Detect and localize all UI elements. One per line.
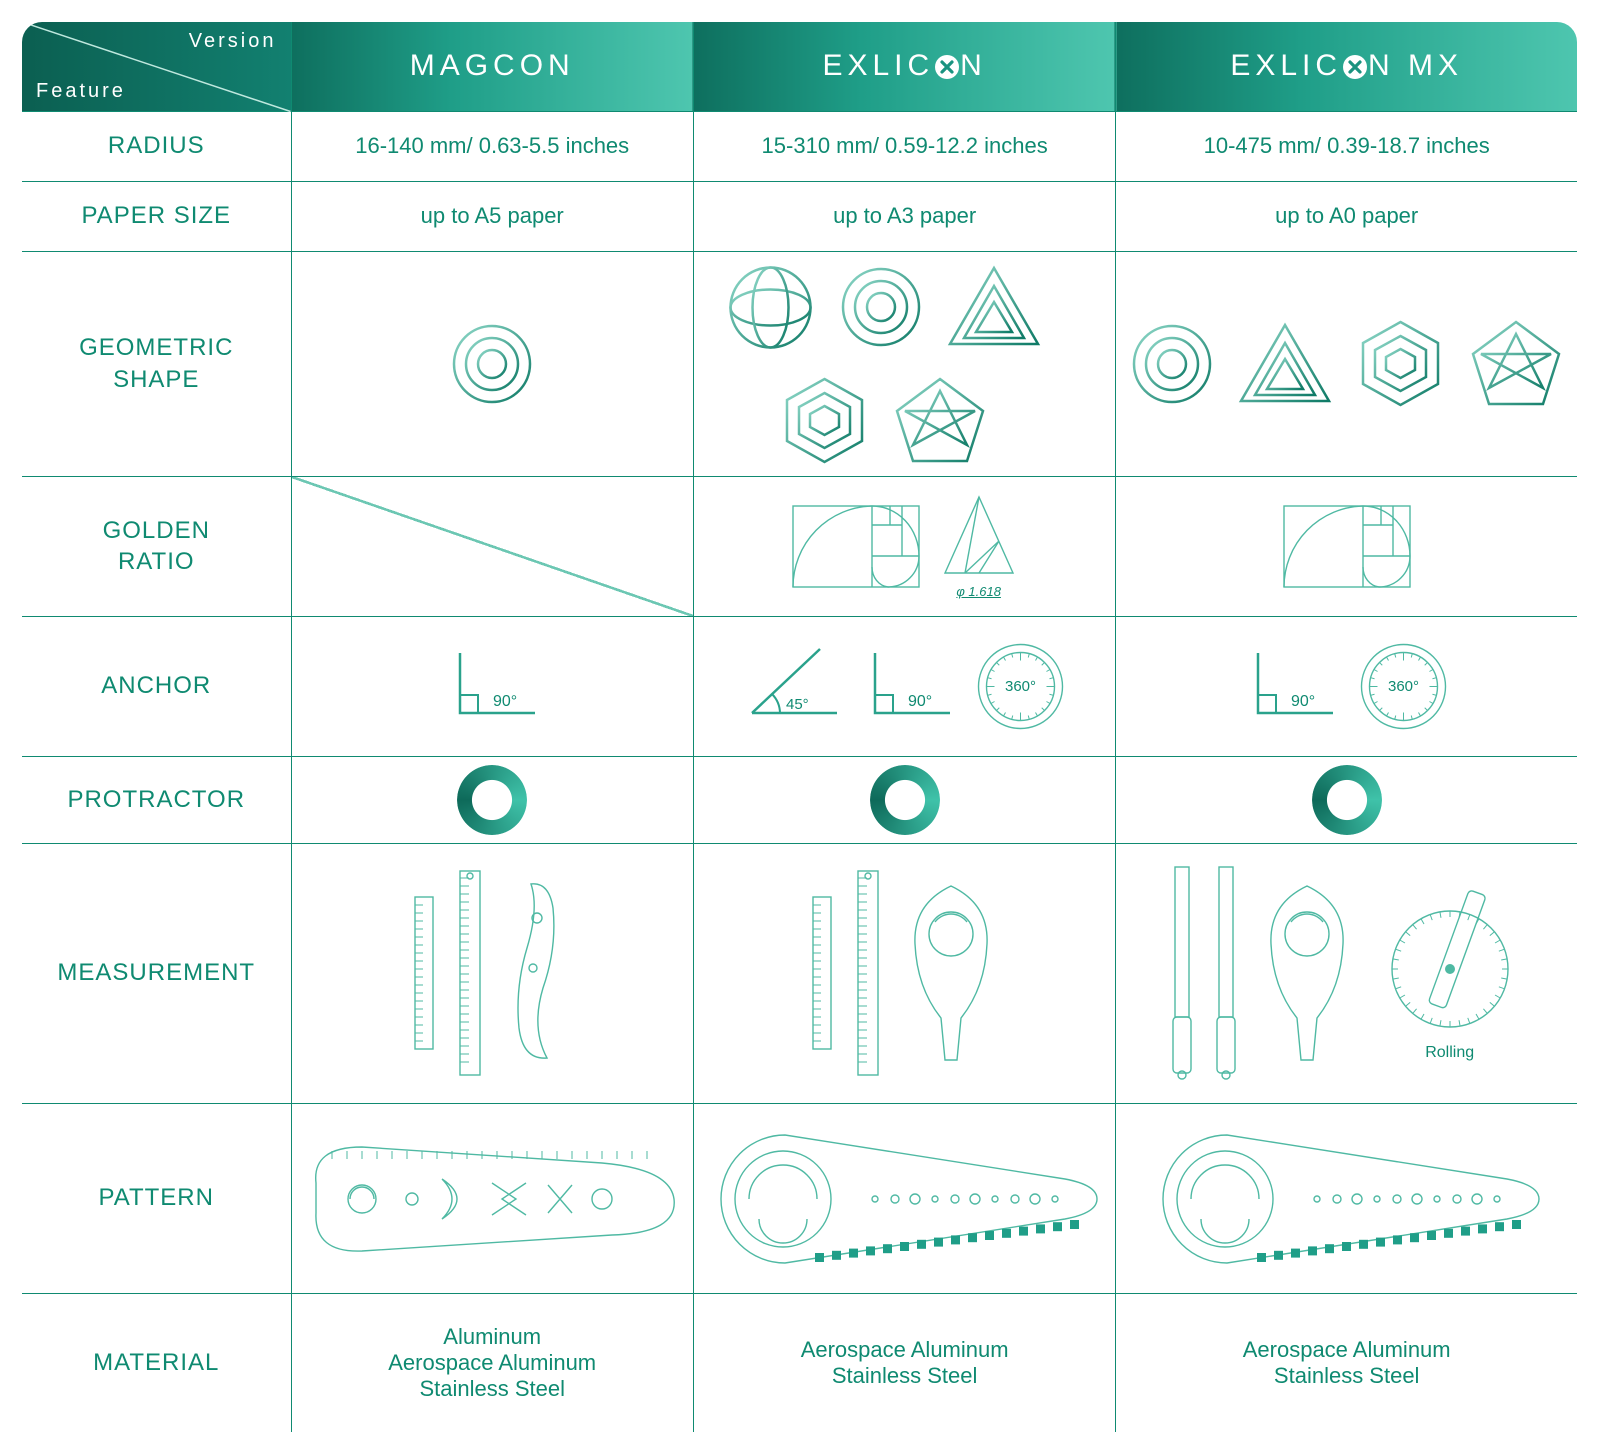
- svg-text:90°: 90°: [493, 693, 517, 710]
- row-material: MATERIALAluminumAerospace AluminumStainl…: [21, 1293, 1578, 1433]
- feature-label-anchor: ANCHOR: [21, 616, 291, 756]
- feature-label-material: MATERIAL: [21, 1293, 291, 1433]
- row-pattern: PATTERN: [21, 1103, 1578, 1293]
- thick-ring-icon: [457, 765, 527, 835]
- feature-label-paper_size: PAPER SIZE: [21, 181, 291, 251]
- cell-material-2: Aerospace AluminumStainless Steel: [1116, 1293, 1578, 1433]
- svg-text:360°: 360°: [1388, 678, 1419, 695]
- star-pentagon-icon: [890, 373, 990, 468]
- angle-90-icon: 90°: [860, 643, 955, 723]
- header-product-0: MAGCON: [291, 21, 693, 111]
- ruler-pen-icon: [1213, 863, 1239, 1083]
- sphere-globe-icon: [723, 260, 818, 355]
- golden-spiral-icon: [1282, 504, 1412, 589]
- nested-triangles-icon: [944, 262, 1044, 352]
- angle-90-icon: 90°: [1243, 643, 1338, 723]
- angle-90-icon: 90°: [445, 643, 540, 723]
- header-corner: Version Feature: [21, 21, 291, 111]
- ruler-long-icon: [853, 868, 883, 1078]
- pattern-tool-a-icon: [302, 1133, 682, 1263]
- cell-protractor-2: [1116, 756, 1578, 843]
- cell-measurement-2: Rolling: [1116, 843, 1578, 1103]
- thick-ring-icon: [1312, 765, 1382, 835]
- cell-protractor-0: [291, 756, 693, 843]
- feature-label-measurement: MEASUREMENT: [21, 843, 291, 1103]
- cell-golden_ratio-2: [1116, 476, 1578, 616]
- star-pentagon-icon: [1466, 316, 1566, 411]
- header-product-1: EXLICN: [693, 21, 1115, 111]
- cell-radius-1: 15-310 mm/ 0.59-12.2 inches: [693, 111, 1115, 181]
- feature-label-golden_ratio: GOLDENRATIO: [21, 476, 291, 616]
- ruler-pen-icon: [1169, 863, 1195, 1083]
- compass-360-icon: 360°: [1356, 639, 1451, 734]
- cell-geometric_shape-0: [291, 251, 693, 476]
- product-name-2: EXLICN MX: [1230, 49, 1463, 82]
- cell-anchor-1: 45° 90° 360°: [693, 616, 1115, 756]
- cell-paper_size-0: up to A5 paper: [291, 181, 693, 251]
- concentric-circles-icon: [447, 319, 537, 409]
- feature-label-protractor: PROTRACTOR: [21, 756, 291, 843]
- nested-hexagons-icon: [777, 373, 872, 468]
- row-radius: RADIUS16-140 mm/ 0.63-5.5 inches15-310 m…: [21, 111, 1578, 181]
- teardrop-tool-icon: [1257, 878, 1357, 1068]
- corner-label-feature: Feature: [36, 80, 126, 103]
- angle-45-icon: 45°: [742, 643, 842, 723]
- teardrop-tool-icon: [901, 878, 1001, 1068]
- header-product-2: EXLICN MX: [1116, 21, 1578, 111]
- product-name-1: EXLICN: [822, 49, 986, 82]
- cell-protractor-1: [693, 756, 1115, 843]
- svg-text:45°: 45°: [786, 696, 809, 713]
- svg-text:360°: 360°: [1005, 678, 1036, 695]
- row-measurement: MEASUREMENT: [21, 843, 1578, 1103]
- header-row: Version Feature MAGCON EXLICN EXLICN MX: [21, 21, 1578, 111]
- row-anchor: ANCHOR 90° 45° 90° 360° 90°: [21, 616, 1578, 756]
- concentric-circles-icon: [1127, 319, 1217, 409]
- pattern-tool-b-icon: [1147, 1123, 1547, 1273]
- thick-ring-icon: [870, 765, 940, 835]
- cell-pattern-2: [1116, 1103, 1578, 1293]
- concentric-circles-icon: [836, 262, 926, 352]
- cell-measurement-0: [291, 843, 693, 1103]
- svg-text:90°: 90°: [1291, 693, 1315, 710]
- cell-geometric_shape-1: [693, 251, 1115, 476]
- cell-geometric_shape-2: [1116, 251, 1578, 476]
- cell-golden_ratio-0: [291, 476, 693, 616]
- cell-material-1: Aerospace AluminumStainless Steel: [693, 1293, 1115, 1433]
- table-body: RADIUS16-140 mm/ 0.63-5.5 inches15-310 m…: [21, 111, 1578, 1433]
- row-protractor: PROTRACTOR: [21, 756, 1578, 843]
- cell-anchor-2: 90° 360°: [1116, 616, 1578, 756]
- nested-hexagons-icon: [1353, 316, 1448, 411]
- row-paper_size: PAPER SIZEup to A5 paperup to A3 paperup…: [21, 181, 1578, 251]
- golden-triangle-icon: [939, 493, 1019, 578]
- corner-label-version: Version: [189, 30, 277, 53]
- feature-label-pattern: PATTERN: [21, 1103, 291, 1293]
- comparison-table: Version Feature MAGCON EXLICN EXLICN MX …: [20, 20, 1579, 1434]
- cell-golden_ratio-1: φ 1.618: [693, 476, 1115, 616]
- svg-text:90°: 90°: [908, 693, 932, 710]
- ruler-short-icon: [411, 893, 437, 1053]
- golden-spiral-icon: [791, 504, 921, 589]
- cell-pattern-1: [693, 1103, 1115, 1293]
- curve-tool-icon: [503, 878, 573, 1068]
- compass-360-icon: 360°: [973, 639, 1068, 734]
- cell-material-0: AluminumAerospace AluminumStainless Stee…: [291, 1293, 693, 1433]
- cell-radius-2: 10-475 mm/ 0.39-18.7 inches: [1116, 111, 1578, 181]
- ruler-long-icon: [455, 868, 485, 1078]
- cell-pattern-0: [291, 1103, 693, 1293]
- feature-label-radius: RADIUS: [21, 111, 291, 181]
- nested-triangles-icon: [1235, 319, 1335, 409]
- feature-label-geometric_shape: GEOMETRICSHAPE: [21, 251, 291, 476]
- product-name-0: MAGCON: [410, 49, 575, 82]
- cell-measurement-1: [693, 843, 1115, 1103]
- row-golden_ratio: GOLDENRATIO φ 1.618: [21, 476, 1578, 616]
- pattern-tool-b-icon: [705, 1123, 1105, 1273]
- cell-paper_size-1: up to A3 paper: [693, 181, 1115, 251]
- row-geometric_shape: GEOMETRICSHAPE: [21, 251, 1578, 476]
- cell-anchor-0: 90°: [291, 616, 693, 756]
- ruler-short-icon: [809, 893, 835, 1053]
- cell-radius-0: 16-140 mm/ 0.63-5.5 inches: [291, 111, 693, 181]
- rolling-protractor-icon: [1375, 884, 1525, 1034]
- cell-paper_size-2: up to A0 paper: [1116, 181, 1578, 251]
